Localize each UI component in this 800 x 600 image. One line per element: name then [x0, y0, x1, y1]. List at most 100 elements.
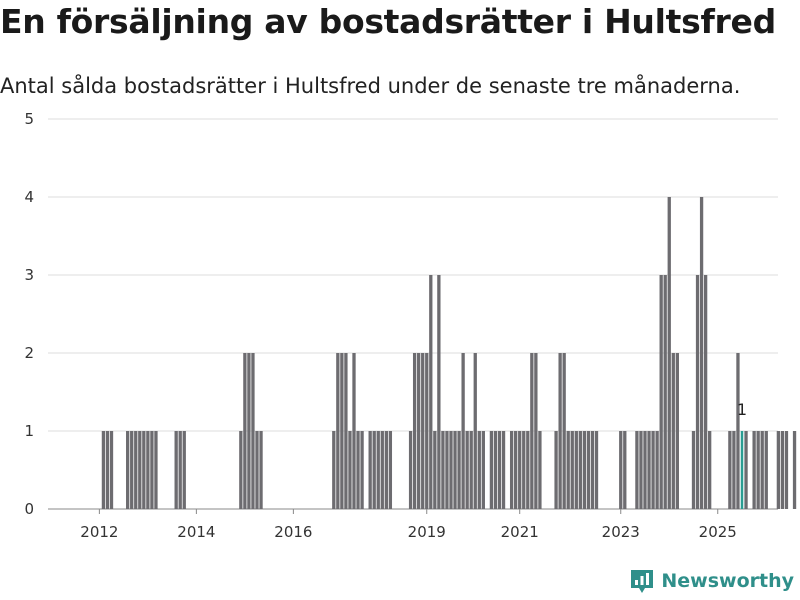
bar: [651, 431, 655, 509]
y-tick-label: 5: [24, 110, 34, 128]
x-tick-label: 2021: [501, 523, 539, 541]
bar: [708, 431, 712, 509]
bar: [344, 353, 348, 509]
bar: [445, 431, 449, 509]
bar: [384, 431, 388, 509]
bar: [699, 197, 704, 509]
bar: [554, 431, 558, 509]
bar: [336, 353, 340, 509]
bar: [421, 353, 425, 509]
bar: [146, 431, 150, 509]
bar: [732, 431, 736, 509]
bar: [522, 431, 526, 509]
bar: [538, 431, 542, 509]
bar: [764, 431, 768, 509]
x-tick-label: 2023: [602, 523, 640, 541]
bar: [481, 431, 485, 509]
x-tick-label: 2016: [274, 523, 312, 541]
bar: [130, 431, 134, 509]
bar: [368, 431, 372, 509]
x-tick-label: 2012: [80, 523, 118, 541]
bar: [570, 431, 574, 509]
y-tick-label: 2: [24, 344, 34, 362]
bar: [623, 431, 627, 509]
chart-title: En försäljning av bostadsrätter i Hultsf…: [0, 2, 776, 41]
bar: [639, 431, 643, 509]
bar: [477, 431, 481, 509]
bar: [780, 431, 785, 509]
bar: [425, 353, 429, 509]
bar: [562, 353, 566, 509]
bar: [526, 431, 530, 509]
bar: [150, 431, 154, 509]
bar: [239, 431, 243, 509]
bar: [534, 353, 538, 509]
bar: [501, 431, 506, 509]
bar: [574, 431, 578, 509]
bar: [509, 431, 514, 509]
bar: [659, 275, 663, 509]
bar: [142, 431, 146, 509]
bar: [594, 431, 599, 509]
bar: [348, 431, 352, 509]
bar: [643, 431, 647, 509]
bar: [251, 353, 255, 509]
bar: [412, 353, 417, 509]
bar: [760, 431, 764, 509]
bar: [109, 431, 114, 509]
bar: [728, 431, 732, 509]
bar: [493, 431, 498, 509]
bar: [776, 431, 781, 509]
bar: [469, 431, 473, 509]
bar: [590, 431, 595, 509]
bar: [453, 431, 457, 509]
bar: [101, 431, 106, 509]
bar: [744, 431, 748, 509]
bar: [473, 353, 477, 509]
bar: [376, 431, 380, 509]
bar: [417, 353, 421, 509]
bar: [635, 431, 639, 509]
x-tick-label: 2014: [177, 523, 215, 541]
bar: [138, 431, 142, 509]
y-tick-label: 3: [24, 266, 34, 284]
bar: [352, 353, 356, 509]
bar: [356, 431, 360, 509]
bar: [255, 431, 259, 509]
bar: [647, 431, 651, 509]
bar: [497, 431, 502, 509]
bar: [182, 431, 186, 509]
bar: [566, 431, 570, 509]
bar: [703, 275, 708, 509]
bar: [433, 431, 437, 509]
brand-name: Newsworthy: [661, 570, 794, 592]
bar: [154, 431, 158, 509]
bar: [558, 353, 562, 509]
bar: [259, 431, 263, 509]
bar-series: [101, 197, 797, 509]
bar: [134, 431, 138, 509]
bar: [514, 431, 518, 509]
bar: [360, 431, 364, 509]
y-tick-label: 0: [24, 500, 34, 518]
bar: [675, 353, 679, 509]
bar: [756, 431, 760, 509]
bar: [178, 431, 182, 509]
bar: [663, 275, 667, 509]
bar: [752, 431, 756, 509]
chart-subtitle: Antal sålda bostadsrätter i Hultsfred un…: [0, 74, 741, 98]
bar-highlighted: [740, 431, 744, 509]
bar: [582, 431, 587, 509]
bar: [437, 275, 441, 509]
bar: [792, 431, 797, 509]
bar: [332, 431, 336, 509]
bar: [174, 431, 178, 509]
bar: [667, 197, 671, 509]
bar: [784, 431, 789, 509]
bar: [489, 431, 494, 509]
x-axis: 2012 2014 2016 2019 2021 2023 2025: [80, 509, 737, 541]
brand-logo[interactable]: Newsworthy: [629, 568, 794, 594]
bar: [586, 431, 591, 509]
bar: [340, 353, 344, 509]
